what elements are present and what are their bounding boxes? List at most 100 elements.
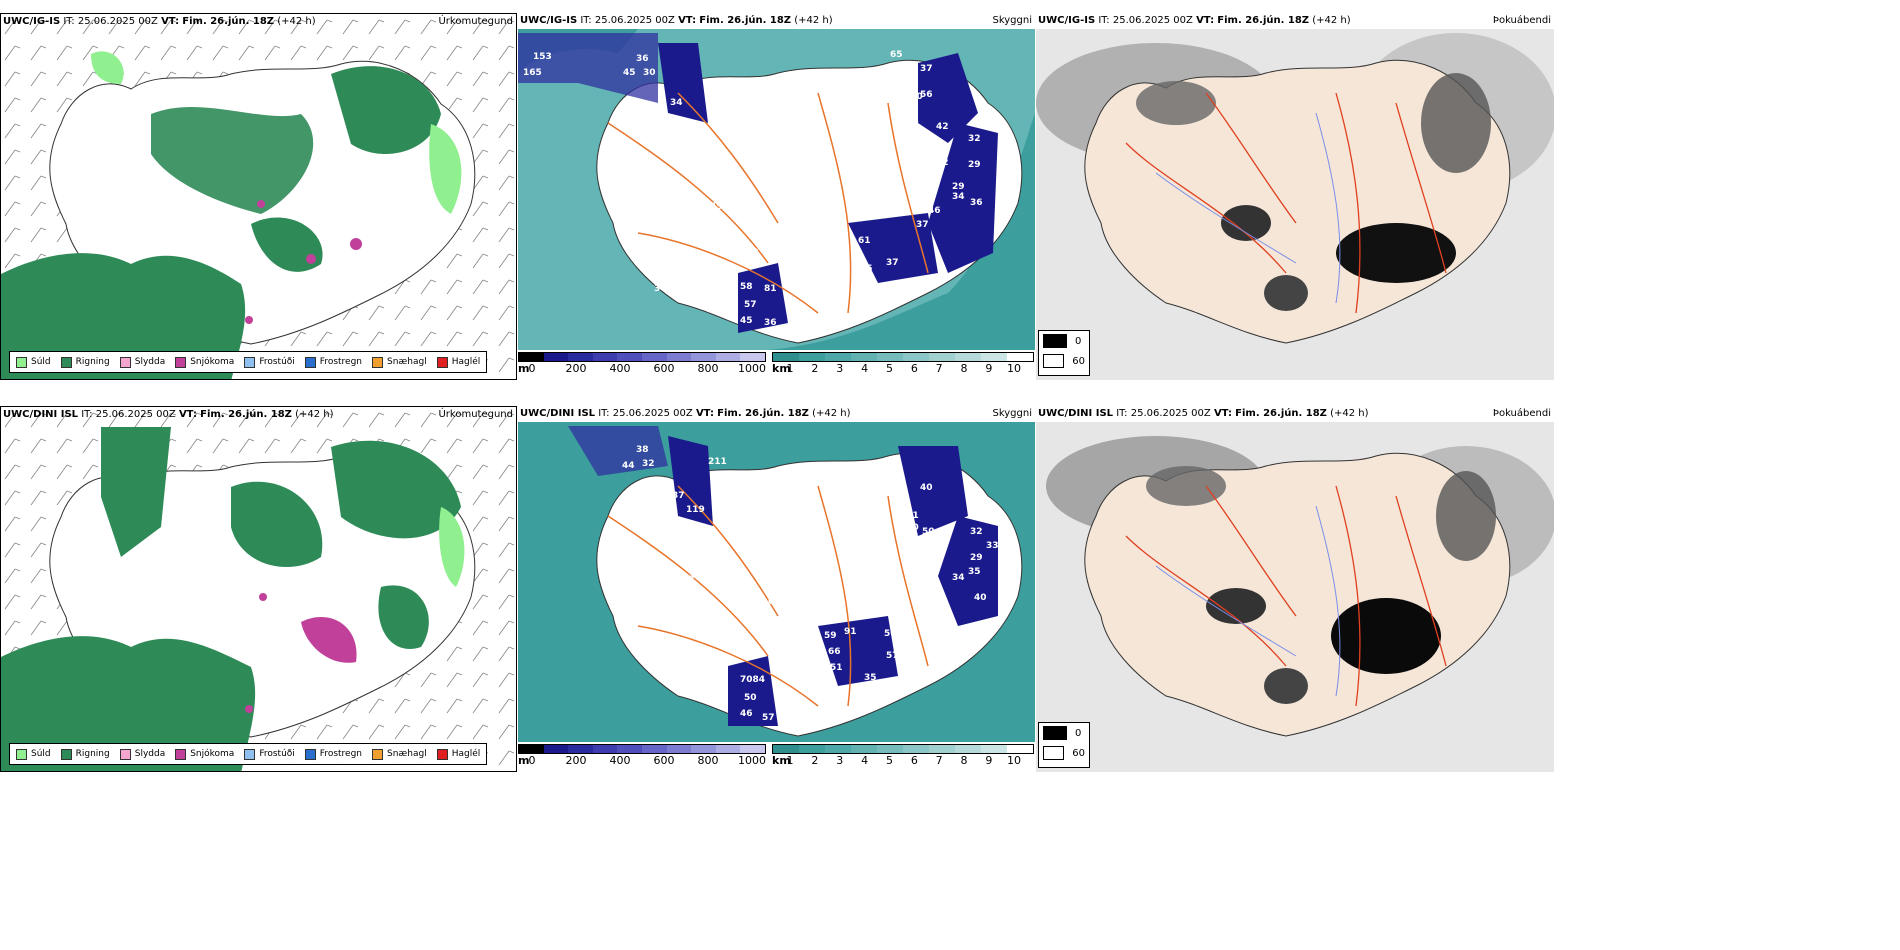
snow-depth-colorbar: 0 200 400 600 800 1000 m bbox=[518, 352, 766, 378]
map-label: 47 bbox=[688, 228, 701, 238]
map-label: 38 bbox=[636, 445, 649, 455]
map-label: 250 bbox=[700, 176, 719, 186]
panel-title: Þokuábendi bbox=[1492, 15, 1551, 26]
panel-header: UWC/DINI ISL IT: 25.06.2025 00Z VT: Fim.… bbox=[1038, 408, 1369, 419]
fog-index-panel-2: UWC/DINI ISL IT: 25.06.2025 00Z VT: Fim.… bbox=[1036, 406, 1554, 772]
panel-title: Skyggni bbox=[992, 408, 1032, 419]
snow-depth-labels: 153 165 36 45 30 34 55 65 65 37 120 56 4… bbox=[523, 50, 983, 328]
map-label: 81 bbox=[764, 284, 777, 294]
legend-item: Haglél bbox=[436, 748, 480, 760]
snow-depth-colorbar: 0 200 400 600 800 1000 m bbox=[518, 744, 766, 770]
map-label: 50 bbox=[744, 693, 757, 703]
legend-item: Slydda bbox=[119, 356, 165, 368]
panel-header: UWC/DINI ISL IT: 25.06.2025 00Z VT: Fim.… bbox=[520, 408, 851, 419]
map-label: 32 bbox=[642, 459, 655, 469]
map-label: 91 bbox=[844, 627, 857, 637]
map-label: 34 bbox=[952, 192, 965, 202]
map-label: 109 bbox=[900, 118, 919, 128]
map-label: 57 bbox=[762, 713, 775, 723]
precip-legend: Súld Rigning Slydda Snjókoma Frostúði Fr… bbox=[9, 743, 488, 765]
panel-header: UWC/IG-IS IT: 25.06.2025 00Z VT: Fim. 26… bbox=[3, 16, 316, 27]
map-label: 45 bbox=[710, 202, 723, 212]
panel-header: UWC/IG-IS IT: 25.06.2025 00Z VT: Fim. 26… bbox=[520, 15, 833, 26]
map-label: 66 bbox=[894, 491, 907, 501]
fog-legend: 0 60 bbox=[1038, 722, 1090, 768]
map-label: 488 bbox=[742, 471, 761, 481]
map-label: 92 bbox=[696, 240, 709, 250]
fog-map bbox=[1036, 422, 1554, 772]
visibility-colorbar: 1 2 3 4 5 6 7 8 9 10 km bbox=[772, 744, 1034, 770]
legend-item: Slydda bbox=[119, 748, 165, 760]
panel-title: Skyggni bbox=[992, 15, 1032, 26]
legend-item: Súld bbox=[16, 748, 51, 760]
map-label: 56 bbox=[884, 629, 897, 639]
visibility-map: 153 165 36 45 30 34 55 65 65 37 120 56 4… bbox=[518, 29, 1035, 350]
map-label: 119 bbox=[896, 98, 915, 108]
map-label: 7 bbox=[652, 202, 658, 212]
map-label: 61 bbox=[858, 236, 871, 246]
visibility-map: 38 44 32 211 488 37 119 46 95 37 56 66 4… bbox=[518, 422, 1035, 742]
map-label: 111 bbox=[900, 511, 919, 521]
map-label: 51 bbox=[830, 663, 843, 673]
map-label: 66 bbox=[828, 647, 841, 657]
map-label: 36 bbox=[970, 198, 983, 208]
map-label: 46 bbox=[694, 523, 707, 533]
map-label: 139 bbox=[900, 132, 919, 142]
legend-item: Snjókoma bbox=[175, 356, 234, 368]
map-label: 37 bbox=[920, 64, 933, 74]
map-label: 30 bbox=[643, 68, 656, 78]
map-label: 38 bbox=[698, 623, 711, 633]
map-label: 165 bbox=[523, 68, 542, 78]
map-label: 37 bbox=[916, 220, 929, 230]
map-label: 40 bbox=[920, 483, 933, 493]
map-label: 32 bbox=[970, 527, 983, 537]
map-label: 35 bbox=[968, 567, 981, 577]
map-label: 46 bbox=[740, 709, 753, 719]
map-label: 110 bbox=[900, 523, 919, 533]
panel-header: UWC/IG-IS IT: 25.06.2025 00Z VT: Fim. 26… bbox=[1038, 15, 1351, 26]
map-label: 34 bbox=[654, 284, 667, 294]
visibility-colorbar: 1 2 3 4 5 6 7 8 9 10 km bbox=[772, 352, 1034, 378]
map-label: 58 bbox=[740, 282, 753, 292]
precip-type-panel-1: UWC/IG-IS IT: 25.06.2025 00Z VT: Fim. 26… bbox=[0, 13, 517, 380]
legend-item: Snæhagl bbox=[372, 356, 427, 368]
fog-legend: 0 60 bbox=[1038, 330, 1090, 376]
map-label: 50 bbox=[922, 527, 935, 537]
map-label: 34 bbox=[952, 573, 965, 583]
map-label: 211 bbox=[708, 457, 727, 467]
map-label: 153 bbox=[533, 52, 552, 62]
map-label: 29 bbox=[952, 182, 965, 192]
legend-item: Frostúði bbox=[244, 748, 295, 760]
map-label: 45 bbox=[623, 68, 636, 78]
map-label: 36 bbox=[764, 318, 777, 328]
map-label: 56 bbox=[884, 465, 897, 475]
map-label: 623 bbox=[740, 248, 759, 258]
snow-depth-labels: 38 44 32 211 488 37 119 46 95 37 56 66 4… bbox=[622, 445, 999, 723]
map-label: 55 bbox=[696, 128, 709, 138]
legend-item: Súld bbox=[16, 356, 51, 368]
map-label: 95 bbox=[660, 525, 673, 535]
map-label: 119 bbox=[686, 505, 705, 515]
precip-type-panel-2: UWC/DINI ISL IT: 25.06.2025 00Z VT: Fim.… bbox=[0, 406, 517, 772]
legend-item: Snjókoma bbox=[175, 748, 234, 760]
map-label: 12 bbox=[674, 268, 687, 278]
map-label: 57 bbox=[758, 218, 771, 228]
map-label: 34 bbox=[670, 98, 683, 108]
map-label: 65 bbox=[884, 70, 897, 80]
legend-item: Rigning bbox=[60, 356, 110, 368]
visibility-panel-1: UWC/IG-IS IT: 25.06.2025 00Z VT: Fim. 26… bbox=[518, 13, 1035, 380]
map-label: 57 bbox=[886, 651, 899, 661]
map-label: 29 bbox=[970, 553, 983, 563]
map-label: 37 bbox=[662, 541, 675, 551]
map-label: 32 bbox=[968, 134, 981, 144]
map-label: 46 bbox=[928, 206, 941, 216]
map-label: 56 bbox=[920, 90, 933, 100]
panel-title: Úrkomutegund bbox=[438, 16, 513, 27]
map-label: 69 bbox=[922, 136, 935, 146]
panel-title: Úrkomutegund bbox=[438, 409, 513, 420]
map-label: 7084 bbox=[740, 675, 765, 685]
map-label: 92 bbox=[936, 158, 949, 168]
precip-legend: Súld Rigning Slydda Snjókoma Frostúði Fr… bbox=[9, 351, 488, 373]
legend-item: Rigning bbox=[60, 748, 110, 760]
map-label: 53 bbox=[762, 613, 775, 623]
